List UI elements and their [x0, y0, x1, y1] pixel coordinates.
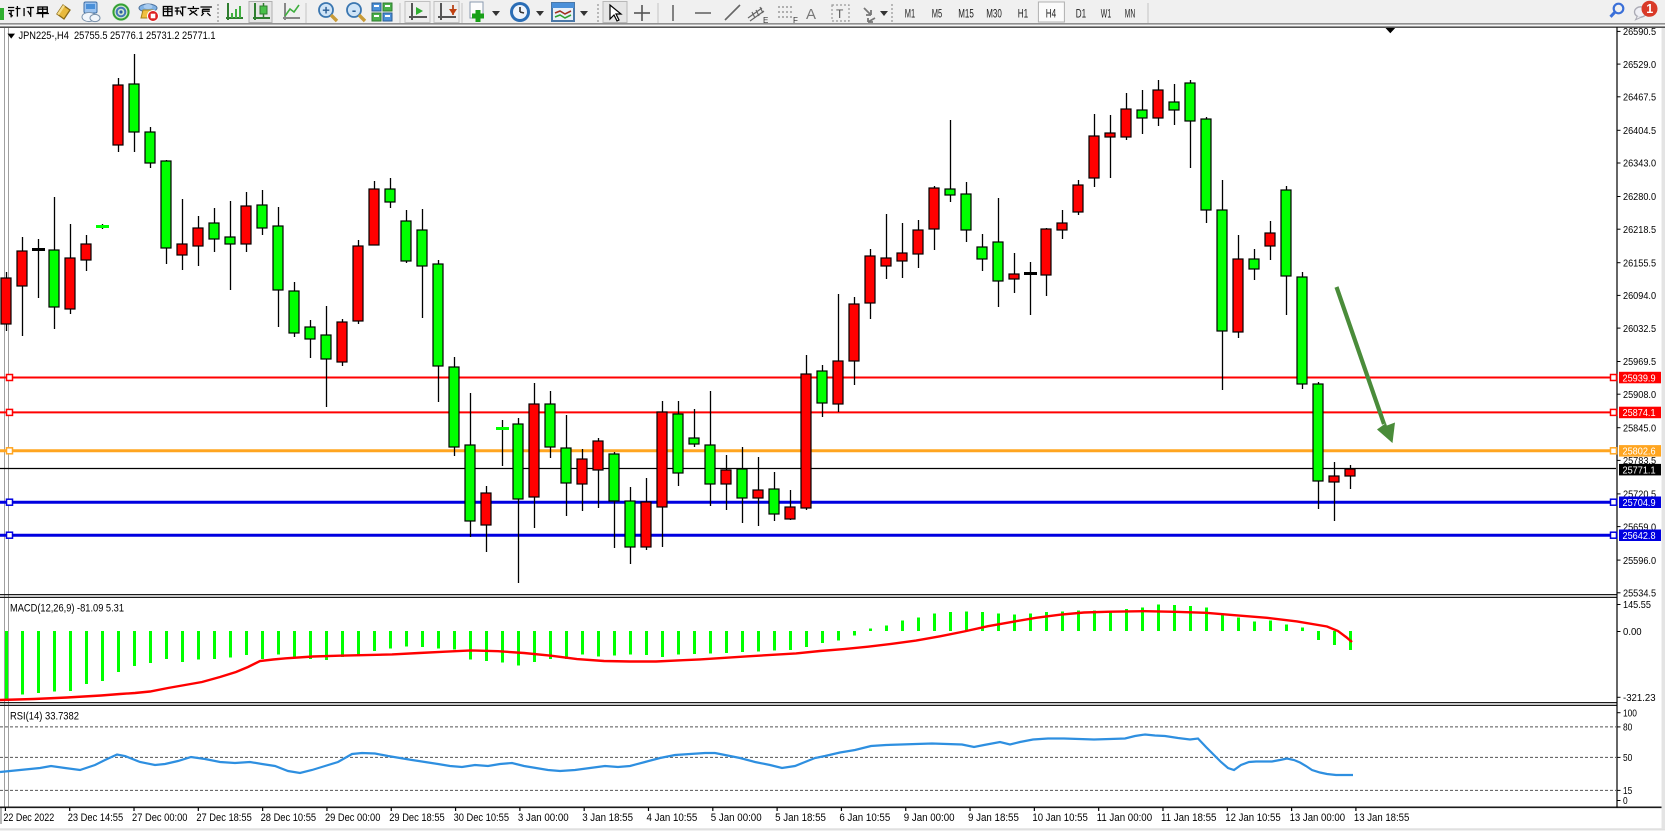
svg-text:5 Jan 18:55: 5 Jan 18:55 [775, 812, 826, 824]
svg-text:1: 1 [1646, 2, 1653, 16]
svg-text:26343.0: 26343.0 [1623, 159, 1656, 170]
svg-text:W1: W1 [1101, 9, 1111, 21]
svg-text:25642.8: 25642.8 [1623, 531, 1656, 542]
svg-text:T: T [836, 7, 844, 21]
svg-text:+: + [322, 3, 330, 18]
svg-text:27 Dec 00:00: 27 Dec 00:00 [132, 812, 187, 824]
svg-text:H1: H1 [1018, 9, 1028, 21]
svg-text:25845.0: 25845.0 [1623, 423, 1656, 434]
svg-text:0.00: 0.00 [1623, 627, 1642, 638]
svg-text:26032.5: 26032.5 [1623, 324, 1656, 335]
svg-text:H4: H4 [1046, 9, 1057, 21]
svg-text:13 Jan 18:55: 13 Jan 18:55 [1354, 812, 1409, 824]
svg-text:28 Dec 10:55: 28 Dec 10:55 [261, 812, 316, 824]
svg-text:26218.5: 26218.5 [1623, 225, 1656, 236]
svg-text:13 Jan 00:00: 13 Jan 00:00 [1290, 812, 1345, 824]
svg-text:MACD(12,26,9) -81.09 5.31: MACD(12,26,9) -81.09 5.31 [10, 603, 124, 615]
svg-text:3 Jan 18:55: 3 Jan 18:55 [582, 812, 633, 824]
svg-text:11 Jan 00:00: 11 Jan 00:00 [1097, 812, 1152, 824]
svg-text:JPN225-,H4 25755.5 25776.1 25: JPN225-,H4 25755.5 25776.1 25731.2 25771… [19, 30, 216, 42]
svg-text:100: 100 [1623, 708, 1637, 719]
svg-text:29 Dec 18:55: 29 Dec 18:55 [389, 812, 444, 824]
svg-text:25704.9: 25704.9 [1623, 498, 1656, 509]
svg-text:-321.23: -321.23 [1623, 693, 1656, 704]
svg-text:M15: M15 [958, 9, 974, 21]
svg-text:80: 80 [1623, 723, 1633, 734]
svg-text:0: 0 [1623, 796, 1628, 807]
svg-text:25874.1: 25874.1 [1623, 408, 1656, 419]
svg-text:D1: D1 [1076, 9, 1086, 21]
svg-text:25596.0: 25596.0 [1623, 556, 1656, 567]
svg-text:RSI(14) 33.7382: RSI(14) 33.7382 [10, 711, 79, 723]
svg-text:-: - [352, 3, 356, 18]
svg-text:M1: M1 [905, 9, 915, 21]
svg-text:25783.5: 25783.5 [1623, 456, 1656, 467]
svg-text:6 Jan 10:55: 6 Jan 10:55 [839, 812, 890, 824]
svg-text:12 Jan 10:55: 12 Jan 10:55 [1225, 812, 1280, 824]
svg-text:25802.6: 25802.6 [1623, 447, 1656, 458]
svg-text:M30: M30 [986, 9, 1002, 21]
svg-text:22 Dec 2022: 22 Dec 2022 [3, 812, 54, 824]
svg-text:26467.5: 26467.5 [1623, 93, 1656, 104]
svg-text:A: A [806, 6, 816, 23]
svg-text:30 Dec 10:55: 30 Dec 10:55 [454, 812, 509, 824]
svg-text:3 Jan 00:00: 3 Jan 00:00 [518, 812, 569, 824]
svg-text:26529.0: 26529.0 [1623, 60, 1656, 71]
svg-text:25969.5: 25969.5 [1623, 357, 1656, 368]
svg-text:F: F [793, 16, 798, 25]
svg-text:9 Jan 18:55: 9 Jan 18:55 [968, 812, 1019, 824]
svg-text:9 Jan 00:00: 9 Jan 00:00 [904, 812, 955, 824]
svg-text:25908.0: 25908.0 [1623, 390, 1656, 401]
svg-text:5 Jan 00:00: 5 Jan 00:00 [711, 812, 762, 824]
svg-text:27 Dec 18:55: 27 Dec 18:55 [196, 812, 251, 824]
svg-text:25939.9: 25939.9 [1623, 373, 1656, 384]
svg-text:26404.5: 26404.5 [1623, 126, 1656, 137]
svg-text:MN: MN [1125, 9, 1135, 21]
svg-text:E: E [763, 16, 768, 25]
svg-text:15: 15 [1623, 786, 1633, 797]
svg-text:4 Jan 10:55: 4 Jan 10:55 [647, 812, 698, 824]
svg-text:25659.0: 25659.0 [1623, 522, 1656, 533]
svg-text:M5: M5 [932, 9, 942, 21]
svg-text:29 Dec 00:00: 29 Dec 00:00 [325, 812, 380, 824]
svg-text:26280.0: 26280.0 [1623, 192, 1656, 203]
svg-text:23 Dec 14:55: 23 Dec 14:55 [68, 812, 123, 824]
svg-text:25720.5: 25720.5 [1623, 490, 1656, 501]
svg-text:26590.5: 26590.5 [1623, 27, 1656, 38]
svg-text:50: 50 [1623, 753, 1633, 764]
svg-text:25771.1: 25771.1 [1623, 465, 1656, 476]
svg-text:145.55: 145.55 [1623, 600, 1651, 611]
svg-text:26094.0: 26094.0 [1623, 291, 1656, 302]
svg-text:26155.5: 26155.5 [1623, 258, 1656, 269]
svg-text:11 Jan 18:55: 11 Jan 18:55 [1161, 812, 1216, 824]
svg-text:10 Jan 10:55: 10 Jan 10:55 [1032, 812, 1087, 824]
svg-text:25534.5: 25534.5 [1623, 589, 1656, 600]
